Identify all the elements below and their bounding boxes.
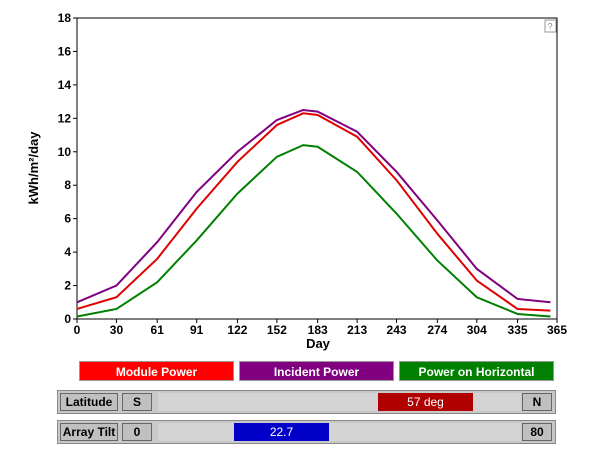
series-line [76,144,551,318]
x-tick-label: 61 [151,323,165,337]
legend-entry[interactable]: Incident Power [239,361,394,381]
series-line [76,108,551,304]
x-tick-label: 213 [347,323,367,337]
y-tick-label: 18 [58,11,72,25]
plot-frame [76,17,558,320]
tilt-track[interactable]: 22.7 [158,423,521,441]
latitude-max-button[interactable]: N [522,393,552,411]
x-tick-label: 304 [467,323,487,337]
latitude-control: Latitude S 57 deg N [57,390,556,414]
help-icon[interactable]: ? [547,21,552,31]
y-tick-label: 12 [58,111,72,125]
x-tick-label: 183 [308,323,328,337]
tilt-label: Array Tilt [60,423,118,441]
tilt-min-button[interactable]: 0 [122,423,152,441]
latitude-min-button[interactable]: S [122,393,152,411]
x-tick-label: 91 [190,323,204,337]
y-tick-label: 8 [64,178,71,192]
series-line [76,112,551,312]
x-axis-label: Day [306,336,331,351]
y-tick-label: 14 [58,78,72,92]
latitude-track[interactable]: 57 deg [158,393,521,411]
x-tick-label: 122 [227,323,247,337]
y-tick-label: 16 [58,44,72,58]
y-tick-label: 4 [64,245,71,259]
tilt-thumb[interactable]: 22.7 [234,423,329,441]
latitude-label: Latitude [60,393,118,411]
latitude-thumb[interactable]: 57 deg [378,393,473,411]
x-tick-label: 335 [508,323,528,337]
y-tick-label: 10 [58,145,72,159]
y-tick-label: 6 [64,212,71,226]
x-tick-label: 0 [74,323,81,337]
y-tick-label: 2 [64,279,71,293]
legend-entry[interactable]: Power on Horizontal [399,361,554,381]
x-tick-label: 365 [547,323,567,337]
x-tick-label: 243 [387,323,407,337]
x-tick-label: 152 [267,323,287,337]
x-tick-label: 30 [110,323,124,337]
y-axis-label: kWh/m²/day [26,131,41,205]
help-box[interactable] [544,19,557,33]
y-tick-label: 0 [64,312,71,326]
legend-entry[interactable]: Module Power [79,361,234,381]
x-tick-label: 274 [427,323,447,337]
tilt-control: Array Tilt 0 22.7 80 [57,420,556,444]
chart: ? Day kWh/m²/day 0 2 4 6 8 10 12 14 16 18 0 30 61 91 1… [26,11,567,351]
tilt-max-button[interactable]: 80 [522,423,552,441]
